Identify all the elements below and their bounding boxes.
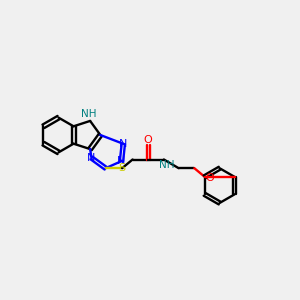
Text: N: N — [87, 153, 96, 163]
Text: O: O — [205, 173, 214, 183]
Text: N: N — [117, 156, 126, 166]
Text: N: N — [119, 139, 128, 149]
Text: S: S — [118, 163, 126, 173]
Text: NH: NH — [158, 160, 174, 170]
Text: O: O — [144, 135, 153, 145]
Text: NH: NH — [81, 109, 96, 119]
